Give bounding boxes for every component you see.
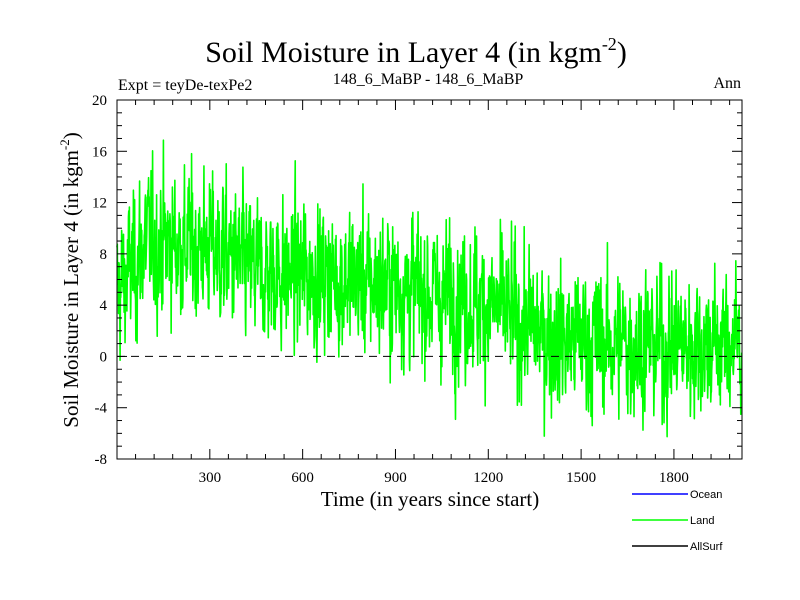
chart-title: Soil Moisture in Layer 4 (in kgm-2) xyxy=(205,34,627,69)
y-axis-label: Soil Moisture in Layer 4 (in kgm-2) xyxy=(57,132,83,427)
season-label: Ann xyxy=(713,75,741,92)
legend: Ocean Land AllSurf xyxy=(632,489,723,553)
series-line-land xyxy=(116,139,743,438)
y-tick-label: 16 xyxy=(92,144,108,160)
period-label: 148_6_MaBP - 148_6_MaBP xyxy=(333,71,524,88)
plot-area: -8 -4 0 4 8 12 16 20 300 600 900 1200 1500 1800 xyxy=(92,93,743,486)
y-tick-label: -4 xyxy=(95,401,108,417)
x-tick-label: 1800 xyxy=(659,470,689,486)
plot-frame xyxy=(116,99,743,460)
legend-label-ocean: Ocean xyxy=(690,489,722,501)
y-tick-label: 12 xyxy=(92,196,107,212)
x-tick-label: 900 xyxy=(384,470,407,486)
series-layer xyxy=(116,139,743,438)
x-tick-label: 300 xyxy=(199,470,222,486)
x-axis-label: Time (in years since start) xyxy=(321,487,540,511)
y-tick-label: 8 xyxy=(100,247,108,263)
x-tick-label: 1500 xyxy=(566,470,596,486)
x-tick-label: 1200 xyxy=(473,470,503,486)
x-tick-label: 600 xyxy=(291,470,314,486)
legend-label-land: Land xyxy=(690,515,714,527)
y-tick-label: -8 xyxy=(95,452,108,468)
experiment-label: Expt = teyDe-texPe2 xyxy=(118,77,252,94)
legend-label-allsurf: AllSurf xyxy=(690,541,723,553)
y-tick-label: 0 xyxy=(100,349,108,365)
ticks-layer: -8 -4 0 4 8 12 16 20 300 600 900 1200 1500 1800 xyxy=(92,93,742,486)
y-tick-label: 20 xyxy=(92,93,107,109)
y-tick-label: 4 xyxy=(100,298,108,314)
